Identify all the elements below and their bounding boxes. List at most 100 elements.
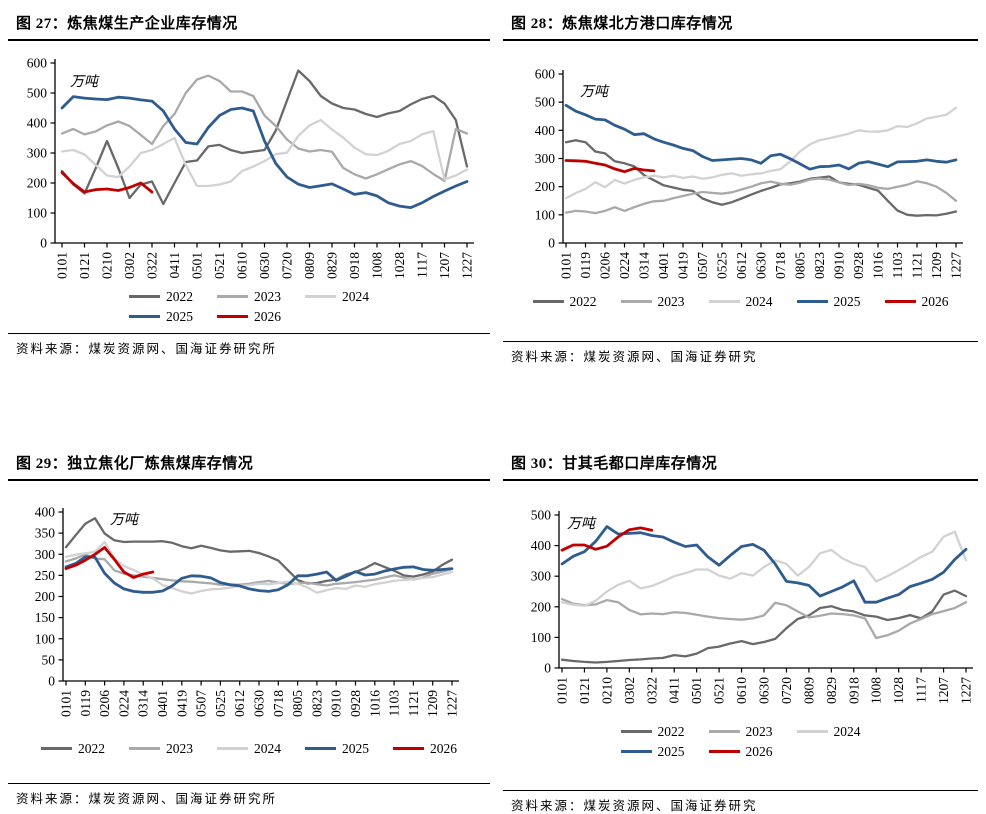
chart-legend: 2022 2023 2024 2025 2026 [503, 723, 978, 763]
x-tick-labels: 0101 0119 0206 0224 0314 0401 0419 0507 0525 0612… [559, 243, 964, 279]
svg-text:0610: 0610 [235, 252, 250, 279]
legend-label: 2024 [745, 293, 773, 309]
unit-label: 万吨 [70, 74, 100, 90]
source-note: 资料来源：煤炭资源网、国海证券研究所 [16, 342, 278, 356]
svg-text:0525: 0525 [715, 252, 730, 279]
legend-swatch-2023 [129, 746, 160, 750]
svg-text:0612: 0612 [232, 690, 247, 717]
source-rule [503, 341, 978, 342]
svg-text:0718: 0718 [773, 252, 788, 279]
series-2023-line [564, 177, 958, 215]
title-rule [503, 479, 978, 481]
series-2025-line [60, 95, 469, 210]
svg-text:0206: 0206 [598, 252, 613, 279]
series-2022-line [564, 139, 958, 217]
svg-text:0521: 0521 [712, 677, 727, 704]
figure-title: 图 30：甘其毛都口岸库存情况 [511, 456, 718, 472]
svg-text:0521: 0521 [212, 252, 227, 279]
svg-text:1209: 1209 [929, 252, 944, 279]
svg-text:1008: 1008 [370, 252, 385, 279]
legend-item-2022: 2022 [532, 293, 597, 310]
svg-text:1227: 1227 [949, 252, 964, 279]
svg-text:400: 400 [27, 116, 48, 131]
svg-text:0121: 0121 [577, 677, 592, 704]
legend-label: 2023 [166, 740, 193, 756]
legend-swatch-2026 [217, 314, 248, 319]
svg-text:0610: 0610 [734, 677, 749, 704]
svg-text:300: 300 [531, 569, 552, 584]
svg-text:400: 400 [535, 123, 556, 138]
legend-label: 2023 [745, 724, 773, 739]
svg-text:1227: 1227 [460, 252, 475, 279]
svg-text:500: 500 [531, 508, 552, 523]
legend-item-2026: 2026 [393, 740, 457, 757]
svg-text:300: 300 [35, 547, 56, 562]
legend-label: 2024 [254, 740, 281, 756]
legend-swatch-2023 [708, 729, 740, 734]
legend-item-2024: 2024 [305, 288, 369, 305]
panel-fig27: 图 27：炼焦煤生产企业库存情况 0 100 200 300 400 500 600 0101… [8, 6, 490, 368]
svg-text:200: 200 [535, 179, 556, 194]
svg-text:0525: 0525 [213, 690, 228, 717]
x-tick-labels: 0101 0121 0210 0302 0322 0411 0501 0521 0610 0630… [555, 668, 974, 704]
legend-item-2022: 2022 [41, 740, 105, 757]
series-2024-line [564, 106, 958, 200]
svg-text:0224: 0224 [617, 252, 632, 279]
source-note: 资料来源：煤炭资源网、国海证券研究所 [16, 792, 278, 806]
svg-text:100: 100 [27, 206, 48, 221]
chart-canvas-fig28: 0 100 200 300 400 500 600 0101 0119 0206 0224 0314 0… [503, 46, 978, 303]
legend-swatch-2025 [620, 749, 652, 754]
series-2022-line [560, 589, 968, 664]
legend-label: 2026 [921, 293, 949, 309]
legend-item-2024: 2024 [708, 293, 773, 310]
legend-item-2023: 2023 [217, 288, 281, 305]
svg-text:350: 350 [35, 526, 56, 541]
chart-legend: 2022 2023 2024 2025 2026 [8, 737, 490, 760]
svg-text:1121: 1121 [910, 252, 925, 279]
svg-text:1008: 1008 [869, 677, 884, 704]
legend-label: 2022 [569, 293, 597, 309]
legend-label: 2025 [833, 293, 861, 309]
svg-text:0823: 0823 [309, 690, 324, 717]
svg-text:1121: 1121 [406, 690, 421, 717]
svg-text:1103: 1103 [387, 690, 402, 717]
svg-text:1207: 1207 [936, 677, 951, 704]
svg-text:0805: 0805 [793, 252, 808, 279]
chart-svg-fig29: 0 50 100 150 200 250 300 350 400 0101 0119 0206 0224… [35, 505, 460, 718]
svg-text:1028: 1028 [392, 252, 407, 279]
svg-text:0411: 0411 [667, 677, 682, 704]
legend-label: 2022 [166, 289, 193, 304]
legend-item-2023: 2023 [620, 293, 685, 310]
svg-text:0302: 0302 [622, 677, 637, 704]
svg-text:0121: 0121 [77, 252, 92, 279]
legend-swatch-2022 [532, 299, 564, 303]
svg-text:1227: 1227 [445, 690, 460, 717]
svg-text:0630: 0630 [757, 677, 772, 704]
svg-text:0918: 0918 [846, 677, 861, 704]
svg-text:0101: 0101 [59, 690, 74, 717]
svg-text:0718: 0718 [271, 690, 286, 717]
svg-text:0823: 0823 [812, 252, 827, 279]
svg-text:300: 300 [535, 151, 556, 166]
svg-text:0101: 0101 [559, 252, 574, 279]
svg-text:1117: 1117 [415, 252, 430, 278]
series-2025-line [64, 555, 454, 594]
svg-text:600: 600 [27, 56, 48, 71]
svg-text:1016: 1016 [367, 690, 382, 717]
legend-item-2026: 2026 [708, 743, 773, 760]
svg-text:1207: 1207 [437, 252, 452, 279]
legend-label: 2024 [342, 289, 369, 304]
series-2023-line [560, 597, 968, 640]
legend-item-2026: 2026 [217, 308, 281, 325]
series-2024-line [60, 118, 469, 188]
svg-text:0101: 0101 [555, 677, 570, 704]
legend-swatch-2024 [217, 746, 248, 750]
series-2024-line [64, 540, 454, 595]
svg-text:100: 100 [35, 631, 56, 646]
legend-swatch-2024 [796, 729, 828, 734]
svg-text:0612: 0612 [734, 252, 749, 279]
chart-canvas-fig29: 0 50 100 150 200 250 300 350 400 0101 0119 0206 0224… [8, 482, 490, 755]
legend-swatch-2022 [129, 294, 160, 299]
series-2026-line [64, 546, 155, 579]
svg-text:0322: 0322 [644, 677, 659, 704]
